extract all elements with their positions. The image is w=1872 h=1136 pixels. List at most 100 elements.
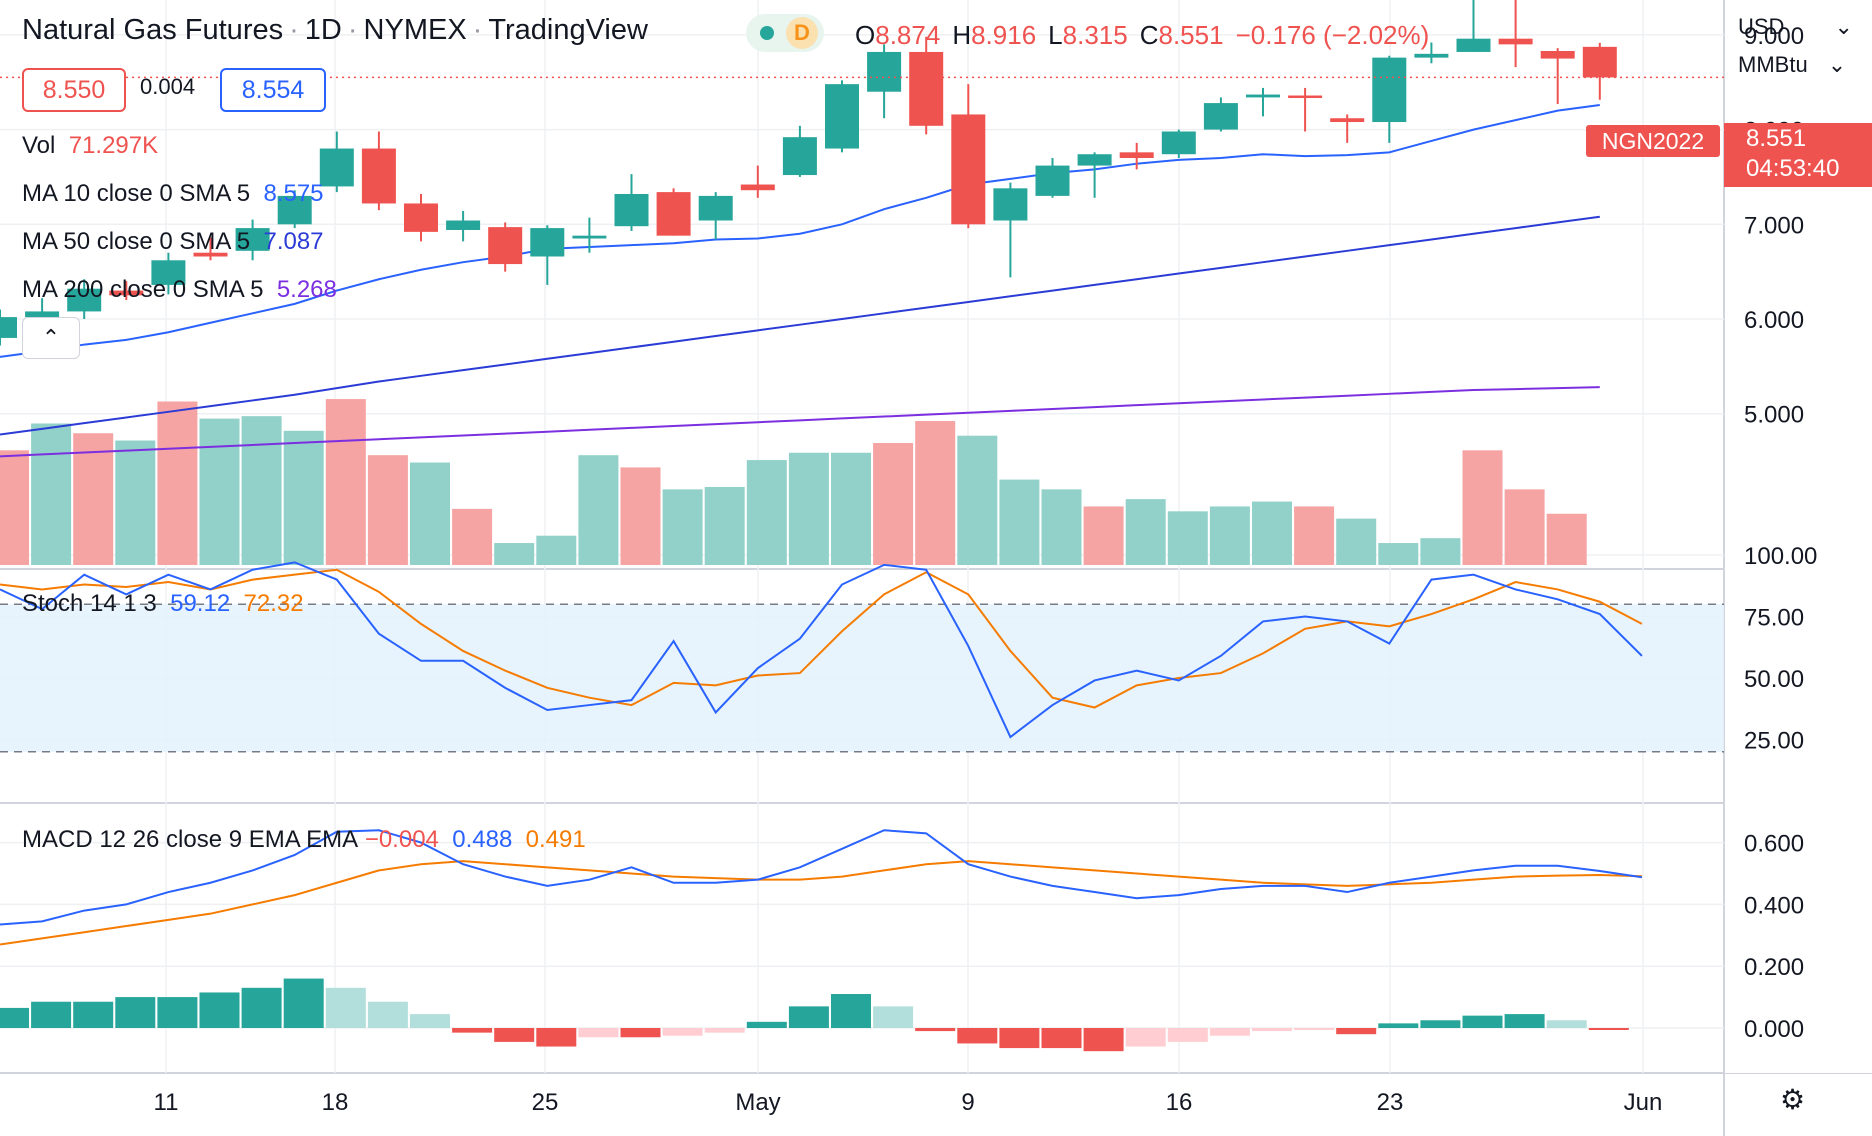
stoch-d-value: 72.32	[243, 590, 304, 617]
candle-body	[614, 193, 649, 227]
contract-tag: NGN2022	[1586, 125, 1720, 157]
ma50-value: 7.087	[263, 228, 324, 255]
candle-body	[951, 114, 986, 225]
candle-body	[361, 148, 396, 204]
macd-tick-label: 0.200	[1744, 954, 1804, 981]
ma200-line	[0, 386, 1600, 458]
stoch-legend[interactable]: Stoch 14 1 3 59.12 72.32	[22, 590, 304, 617]
price-tick-label: 7.000	[1744, 212, 1804, 239]
volume-value: 71.297K	[68, 132, 159, 159]
candle-body	[404, 203, 438, 232]
macd-tick-label: 0.600	[1744, 831, 1804, 858]
macd-histogram-bar	[1209, 1028, 1250, 1036]
macd-histogram-bar	[1252, 1028, 1292, 1032]
macd-histogram-bar	[199, 992, 240, 1028]
volume-bar	[1209, 506, 1250, 565]
macd-histogram-bar	[1083, 1028, 1124, 1052]
high-value: 8.916	[971, 20, 1037, 50]
collapse-legend-button[interactable]: ⌃	[22, 317, 80, 359]
candle-body	[193, 252, 228, 257]
macd-histogram-bar	[1041, 1028, 1082, 1049]
candle-body	[1582, 46, 1617, 78]
volume-bar	[241, 416, 282, 565]
candle-body	[572, 235, 607, 239]
symbol-header[interactable]: Natural Gas Futures · 1D · NYMEX · TradingView	[22, 14, 648, 46]
volume-bar	[915, 421, 956, 565]
volume-bar	[1420, 538, 1461, 565]
macd-histogram-bar	[1588, 1028, 1629, 1030]
interval-label[interactable]: 1D	[304, 14, 342, 46]
stoch-tick-label: 25.00	[1744, 728, 1804, 755]
buy-price-button[interactable]: 8.554	[220, 68, 326, 112]
candle-body	[1161, 131, 1196, 155]
time-tick-label: 18	[322, 1089, 349, 1116]
candle-body	[656, 192, 691, 236]
candle-body	[530, 228, 565, 257]
volume-bar	[367, 455, 408, 565]
macd-histogram-bar	[620, 1028, 661, 1038]
macd-histogram-bar	[915, 1028, 956, 1032]
candle-body	[867, 51, 902, 92]
candle-body	[1288, 95, 1323, 99]
macd-legend[interactable]: MACD 12 26 close 9 EMA EMA −0.004 0.488 …	[22, 826, 586, 853]
candle-body	[319, 148, 354, 187]
ma50-line	[0, 215, 1600, 436]
macd-histogram-bar	[31, 1001, 72, 1028]
candle-body	[1372, 57, 1407, 123]
chevron-down-icon: ⌄	[1827, 52, 1847, 77]
market-status-badge[interactable]: D	[746, 14, 824, 52]
macd-histogram-bar	[1420, 1020, 1461, 1028]
candle-body	[0, 317, 17, 338]
volume-bar	[1294, 506, 1335, 565]
volume-legend[interactable]: Vol 71.297K	[22, 132, 159, 159]
macd-histogram-bar	[1167, 1028, 1208, 1042]
macd-line	[0, 829, 1643, 926]
candle-body	[1035, 165, 1070, 196]
volume-bar	[1125, 499, 1166, 565]
change-value: −0.176 (−2.02%)	[1235, 20, 1430, 50]
macd-histogram-bar	[1125, 1028, 1166, 1047]
volume-bar	[325, 399, 366, 565]
ma50-legend[interactable]: MA 50 close 0 SMA 5 7.087	[22, 228, 324, 255]
volume-bar	[662, 489, 703, 565]
macd-histogram-bar	[873, 1006, 914, 1028]
candle-body	[1456, 38, 1491, 52]
stoch-band-fill	[0, 604, 1724, 752]
open-value: 8.874	[875, 20, 941, 50]
macd-histogram-bar	[1294, 1028, 1335, 1030]
volume-bar	[1336, 518, 1377, 565]
volume-bar	[283, 430, 324, 565]
candle-body	[1203, 103, 1238, 130]
volume-bar	[1041, 489, 1082, 565]
unit-selector[interactable]: MMBtu ⌄	[1738, 52, 1847, 77]
price-tick-label: 9.000	[1744, 23, 1804, 50]
currency-selector[interactable]: USD ⌄	[1738, 14, 1853, 39]
volume-bar	[73, 433, 114, 565]
macd-tick-label: 0.000	[1744, 1016, 1804, 1043]
macd-histogram-bar	[1546, 1020, 1587, 1028]
time-tick-label: 16	[1166, 1089, 1193, 1116]
time-tick-label: May	[735, 1089, 780, 1116]
delayed-badge: D	[786, 17, 818, 49]
candle-body	[109, 290, 144, 296]
symbol-name: Natural Gas Futures	[22, 14, 284, 46]
volume-bar	[704, 486, 745, 565]
exchange-label: NYMEX	[363, 14, 467, 46]
volume-bar	[1462, 450, 1503, 565]
ma10-line	[0, 103, 1600, 358]
volume-bar	[452, 508, 493, 565]
macd-histogram-bar	[325, 987, 366, 1028]
candle-body	[1119, 152, 1154, 159]
candle-body	[1077, 154, 1112, 166]
time-tick-label: 25	[532, 1089, 559, 1116]
candle-body	[1414, 53, 1449, 58]
ma200-legend[interactable]: MA 200 close 0 SMA 5 5.268	[22, 276, 337, 303]
gear-icon[interactable]: ⚙	[1780, 1084, 1806, 1115]
volume-bar	[873, 443, 914, 565]
volume-bar	[788, 452, 829, 565]
ma10-legend[interactable]: MA 10 close 0 SMA 5 8.575	[22, 180, 324, 207]
candle-body	[277, 195, 312, 225]
candle-body	[782, 137, 817, 176]
sell-price-button[interactable]: 8.550	[22, 68, 126, 112]
